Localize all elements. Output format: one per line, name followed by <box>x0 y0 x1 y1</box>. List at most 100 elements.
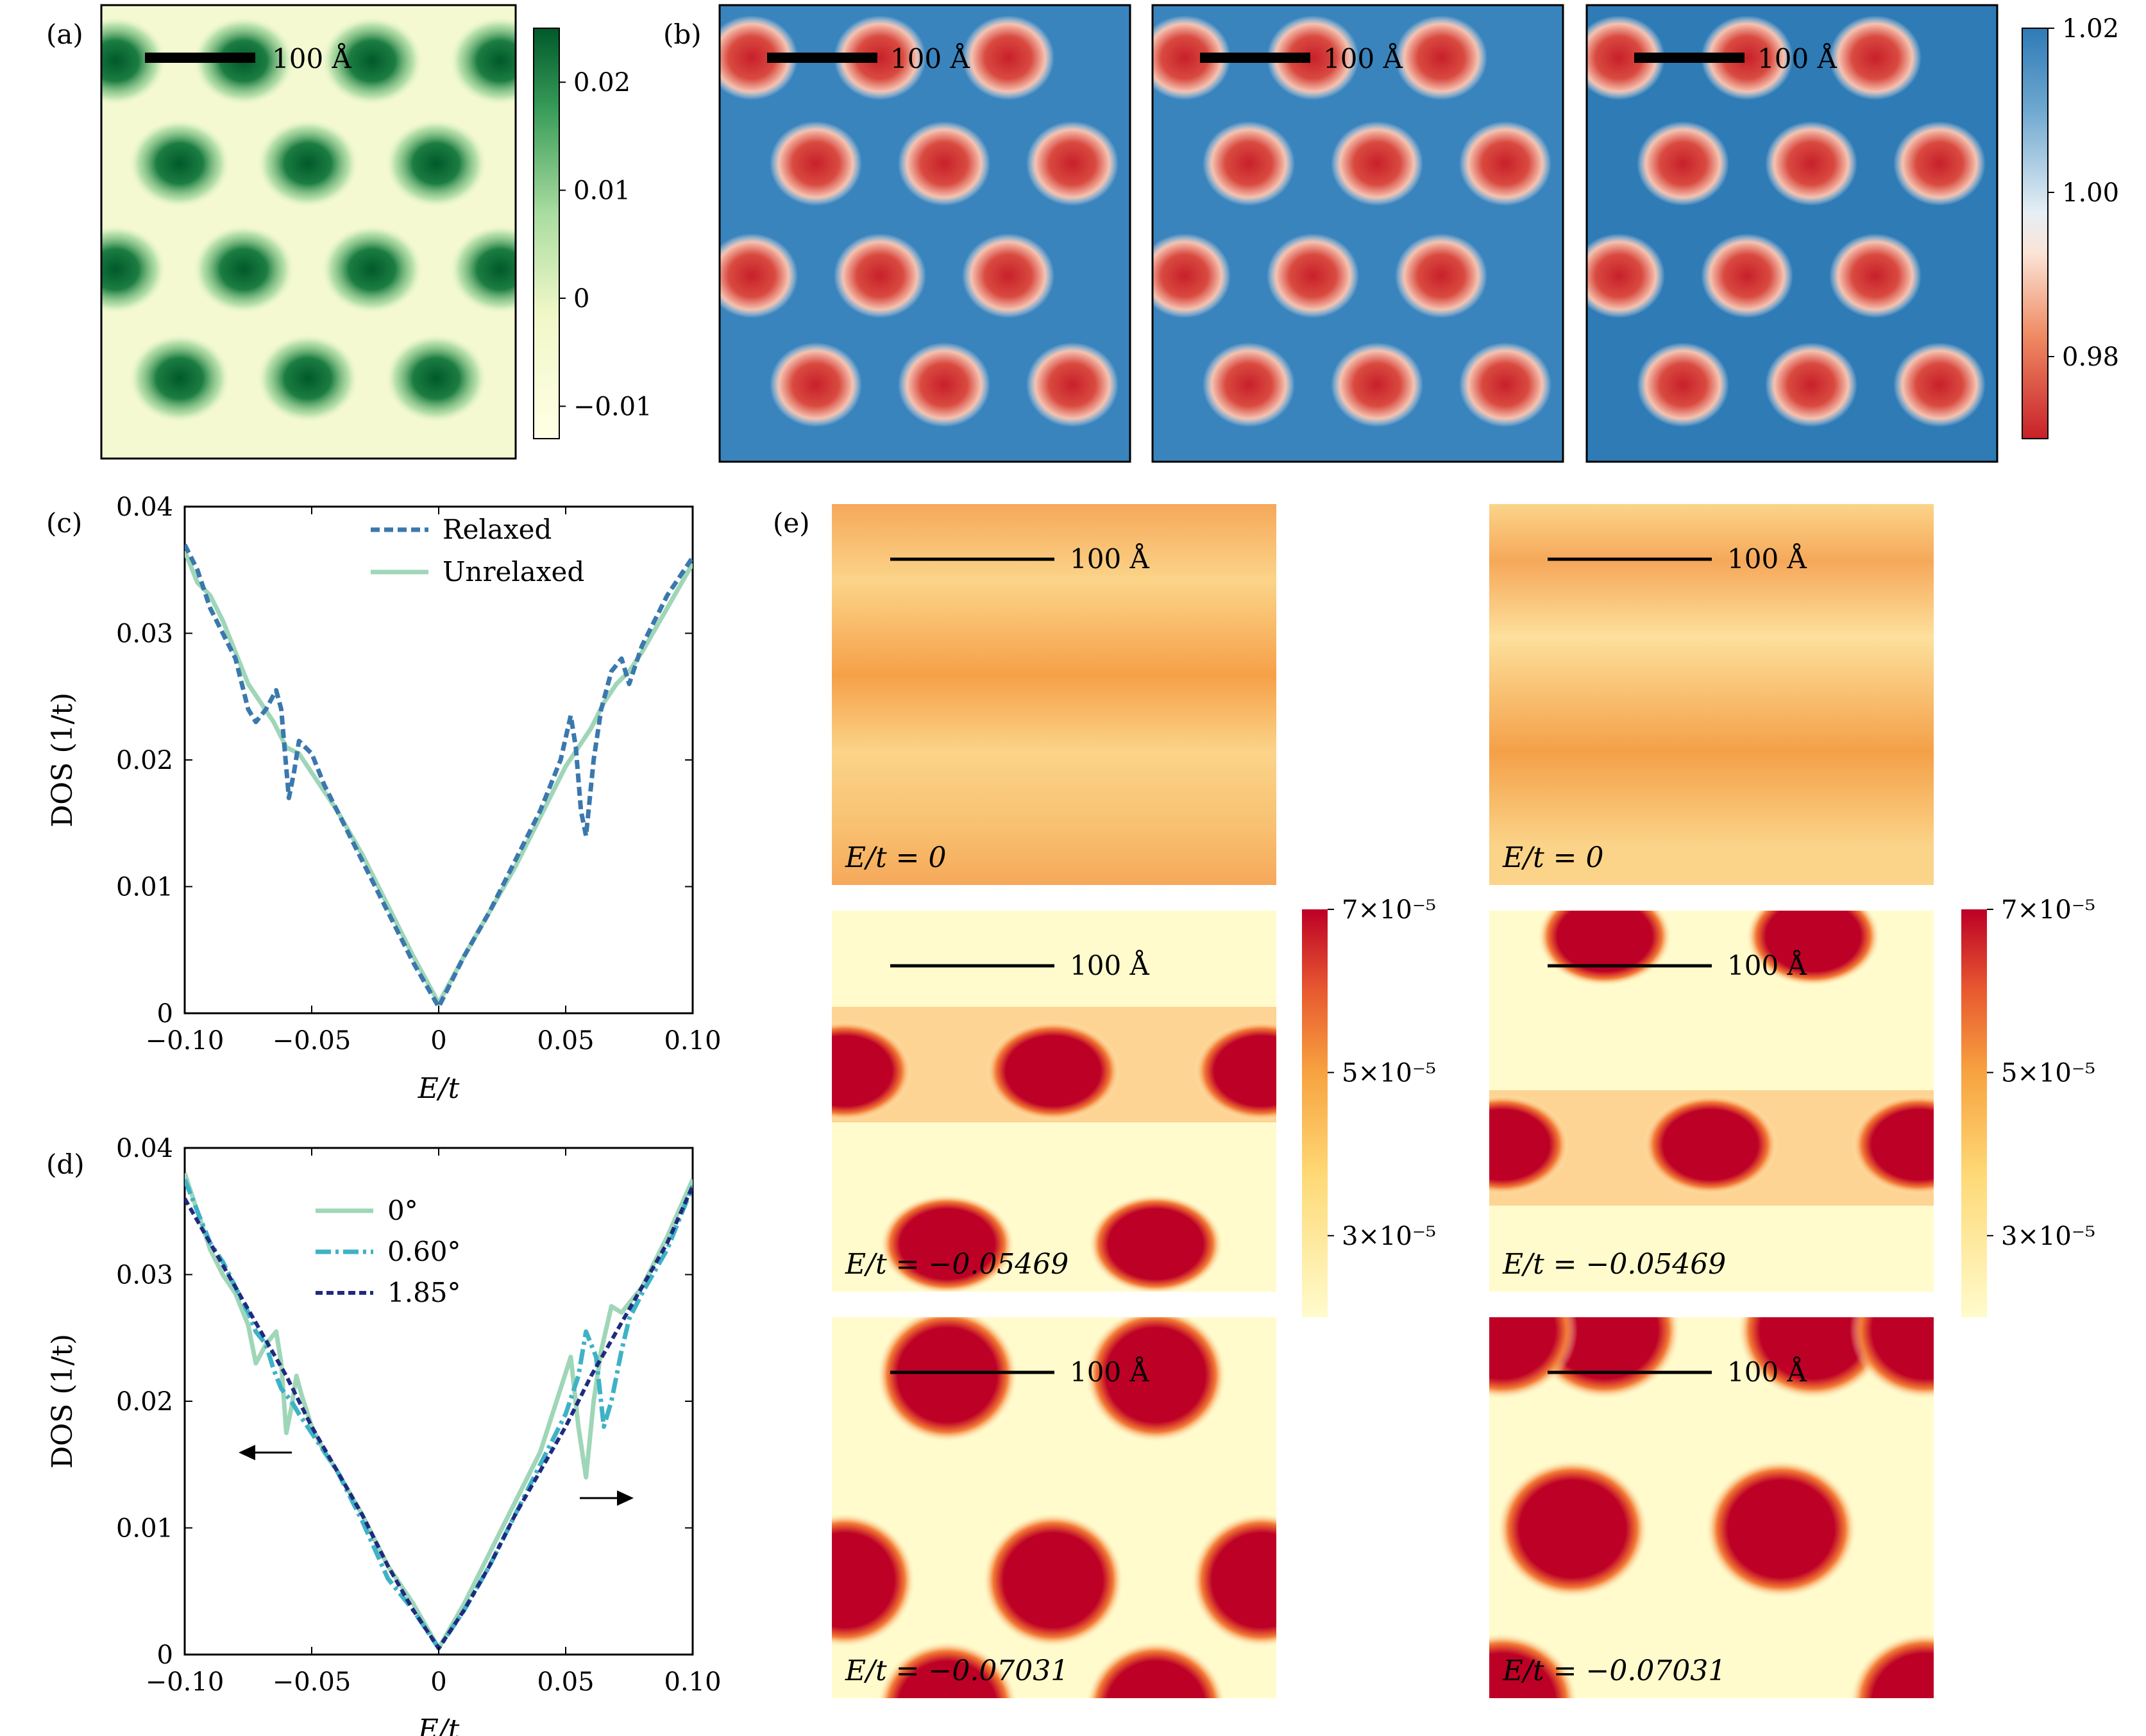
plot-d-legend: 0° 0.60° 1.85° <box>316 1195 461 1308</box>
x-tick-label: 0 <box>430 1667 446 1697</box>
x-tick-label: 0 <box>430 1026 446 1056</box>
y-tick-label: 0.01 <box>116 873 173 902</box>
x-tick-label: −0.10 <box>146 1026 224 1056</box>
panel-b-scalebar-2: 100 Å <box>1200 42 1403 74</box>
moire-spot <box>1765 121 1857 206</box>
panel-e-map-r2c2 <box>1489 911 1934 1292</box>
moire-spot <box>1637 121 1729 206</box>
moire-spot <box>1203 342 1295 427</box>
y-tick-label: 0.02 <box>116 1387 173 1417</box>
svg-text:100 Å: 100 Å <box>1070 949 1150 981</box>
series-line <box>185 550 693 1006</box>
moire-spot <box>1893 121 1986 206</box>
moire-spot <box>192 224 295 314</box>
ldos-spot <box>1085 1317 1226 1442</box>
y-tick-label: 0.03 <box>116 1261 173 1290</box>
moire-spot <box>1829 15 1922 100</box>
x-tick-label: −0.05 <box>273 1667 351 1697</box>
moire-spot <box>720 233 798 318</box>
colorbar-tick-label: 5×10⁻⁵ <box>1342 1058 1436 1088</box>
x-tick-label: 0.10 <box>664 1026 721 1056</box>
ldos-spot <box>1746 911 1880 986</box>
ldos-spot <box>1705 1460 1857 1598</box>
legend-0deg: 0° <box>387 1195 418 1226</box>
ldos-spot <box>1489 1633 1578 1698</box>
moire-spot <box>898 342 990 427</box>
moire-spot <box>1267 233 1359 318</box>
x-tick-label: −0.05 <box>273 1026 351 1056</box>
moire-spot <box>770 342 862 427</box>
ldos-spot <box>1643 1095 1778 1195</box>
y-tick-label: 0.04 <box>116 493 173 522</box>
ldos-spot <box>832 1513 915 1648</box>
moire-spot <box>770 121 862 206</box>
panel-e-scalebar-r3c1: 100 Å <box>890 1356 1150 1388</box>
moire-spot <box>128 333 231 423</box>
moire-spot <box>1765 342 1857 427</box>
panel-b-map-1 <box>720 5 1130 462</box>
svg-text:100 Å: 100 Å <box>890 42 970 74</box>
moire-spot <box>1701 15 1793 100</box>
moire-spot <box>1331 121 1423 206</box>
panel-e-map-r1c1 <box>832 504 1276 885</box>
moire-spot <box>834 15 926 100</box>
moire-spot <box>385 119 487 208</box>
moire-spot <box>321 16 423 106</box>
colorbar-tick-label: 3×10⁻⁵ <box>2001 1222 2095 1251</box>
panel-e-map-r3c1 <box>832 1317 1276 1698</box>
colorbar-e-left: 7×10⁻⁵ 5×10⁻⁵ 3×10⁻⁵ <box>1302 895 1436 1317</box>
moire-spot <box>1395 233 1487 318</box>
plot-c-legend: Relaxed Unrelaxed <box>371 514 584 587</box>
moire-spot <box>385 333 487 423</box>
moire-spot <box>449 224 516 314</box>
x-tick-label: 0.05 <box>537 1667 594 1697</box>
moire-spot <box>962 233 1054 318</box>
panel-b-frame-3 <box>1585 4 1998 463</box>
legend-185deg: 1.85° <box>387 1277 461 1308</box>
ldos-spot <box>1497 1460 1648 1598</box>
ldos-spot <box>986 1021 1120 1121</box>
panel-label-a: (a) <box>46 19 83 50</box>
plot-c-xlabel: E/t <box>418 1072 460 1105</box>
panel-b-map-3 <box>1587 5 1997 462</box>
colorbar-tick-label: 7×10⁻⁵ <box>2001 895 2095 925</box>
moire-spot <box>962 15 1054 100</box>
plot-d-xlabel: E/t <box>418 1714 460 1736</box>
ldos-spot <box>1086 1641 1226 1698</box>
moire-spot <box>1026 121 1119 206</box>
moire-spot <box>1026 342 1119 427</box>
panel-e-scalebar-r3c2: 100 Å <box>1548 1356 1807 1388</box>
ldos-spot <box>1489 1317 1578 1399</box>
panel-b-scalebar-1: 100 Å <box>767 42 970 74</box>
panel-e-scalebar-r1c1: 100 Å <box>890 543 1150 575</box>
svg-text:100 Å: 100 Å <box>1757 42 1838 74</box>
x-tick-label: 0.05 <box>537 1026 594 1056</box>
arrow-left-icon <box>239 1445 292 1460</box>
moire-spot <box>101 16 167 106</box>
moire-spot <box>1829 233 1922 318</box>
svg-text:100 Å: 100 Å <box>272 42 352 74</box>
panel-e-scalebar-r1c2: 100 Å <box>1548 543 1807 575</box>
panel-e-energy-label-r3c1: E/t = −0.07031 <box>845 1655 1069 1687</box>
y-tick-label: 0.04 <box>116 1134 173 1163</box>
colorbar-tick-label: 1.02 <box>2062 14 2119 44</box>
moire-spot <box>720 15 798 100</box>
moire-spot <box>449 16 516 106</box>
panel-e-energy-label-r3c2: E/t = −0.07031 <box>1502 1655 1726 1687</box>
ldos-spot <box>1850 1633 1934 1698</box>
moire-spot <box>257 119 359 208</box>
colorbar-tick-label: 1.00 <box>2062 178 2119 208</box>
moire-spot <box>128 119 231 208</box>
moire-spot <box>1701 233 1793 318</box>
y-tick-label: 0.02 <box>116 746 173 775</box>
ldos-spot <box>1191 1513 1276 1648</box>
moire-spot <box>1459 342 1551 427</box>
colorbar-e-right: 7×10⁻⁵ 5×10⁻⁵ 3×10⁻⁵ <box>1961 895 2095 1317</box>
moire-spot <box>1587 15 1665 100</box>
panel-b-frame-1 <box>718 4 1131 463</box>
moire-spot <box>1395 15 1487 100</box>
legend-060deg: 0.60° <box>387 1236 461 1267</box>
colorbar-tick-label: 0.98 <box>2062 342 2119 372</box>
panel-b-map-2 <box>1153 5 1563 462</box>
